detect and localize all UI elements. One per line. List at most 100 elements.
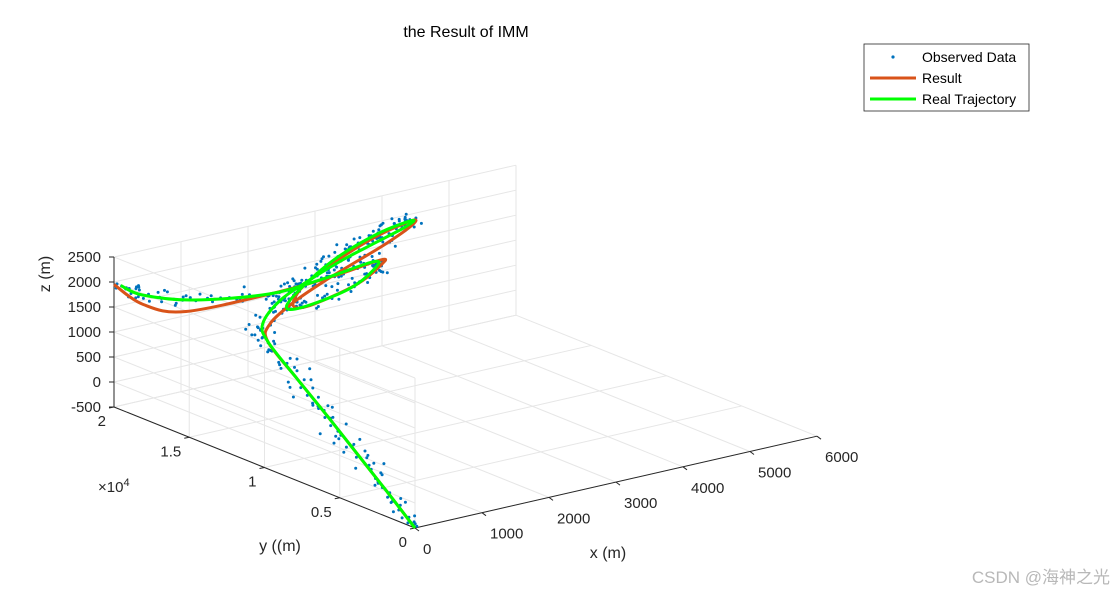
observed-point bbox=[308, 367, 312, 371]
observed-point bbox=[137, 285, 141, 289]
observed-point bbox=[309, 378, 313, 382]
observed-point bbox=[319, 259, 323, 263]
x-tick-label: 6000 bbox=[825, 449, 858, 466]
observed-point bbox=[350, 276, 354, 280]
x-tick-mark bbox=[414, 527, 420, 532]
observed-point bbox=[295, 369, 299, 373]
observed-point bbox=[373, 483, 377, 487]
x-tick-mark bbox=[682, 466, 688, 471]
observed-point bbox=[335, 243, 339, 247]
x-tick-mark bbox=[481, 512, 487, 517]
observed-point bbox=[332, 441, 336, 445]
observed-point bbox=[419, 221, 423, 225]
x-tick-mark bbox=[548, 496, 554, 501]
observed-point bbox=[137, 288, 141, 292]
x-tick-label: 2000 bbox=[557, 510, 590, 527]
x-tick-label: 5000 bbox=[758, 465, 791, 482]
observed-point bbox=[181, 295, 185, 299]
observed-point bbox=[334, 434, 338, 438]
z-axis-label: z (m) bbox=[37, 256, 54, 292]
observed-point bbox=[330, 405, 334, 409]
observed-point bbox=[399, 497, 403, 500]
observed-point bbox=[273, 331, 277, 334]
observed-point bbox=[370, 255, 374, 258]
y-tick-label: 1 bbox=[248, 474, 256, 491]
observed-point bbox=[413, 522, 417, 526]
observed-point bbox=[397, 219, 401, 223]
observed-point bbox=[270, 301, 274, 305]
observed-point bbox=[392, 222, 396, 225]
observed-point bbox=[293, 365, 296, 369]
observed-point bbox=[363, 272, 367, 276]
observed-point bbox=[337, 275, 341, 279]
plot-data bbox=[113, 212, 423, 529]
observed-point bbox=[288, 285, 292, 288]
axes bbox=[108, 256, 822, 532]
observed-point bbox=[324, 284, 328, 288]
z-tick-label: -500 bbox=[71, 399, 101, 416]
observed-point bbox=[288, 385, 292, 389]
observed-point bbox=[302, 378, 306, 382]
observed-point bbox=[330, 285, 334, 289]
observed-point bbox=[393, 244, 397, 248]
observed-point bbox=[363, 449, 367, 453]
observed-point bbox=[345, 243, 349, 247]
observed-point bbox=[291, 395, 295, 399]
observed-point bbox=[299, 386, 303, 390]
observed-point bbox=[286, 380, 290, 384]
observed-point bbox=[412, 225, 416, 229]
observed-point bbox=[260, 336, 264, 340]
observed-point bbox=[163, 288, 166, 292]
observed-point bbox=[244, 327, 248, 331]
observed-point bbox=[332, 268, 336, 272]
z-tick-label: 2000 bbox=[68, 274, 101, 291]
observed-point bbox=[329, 424, 333, 428]
legend-label-result: Result bbox=[922, 70, 962, 86]
observed-point bbox=[242, 285, 246, 289]
x-tick-label: 1000 bbox=[490, 526, 523, 543]
grid-lines bbox=[113, 164, 818, 529]
observed-point bbox=[318, 432, 322, 436]
real-trajectory-line bbox=[120, 218, 417, 529]
observed-point bbox=[372, 461, 376, 465]
grid-line bbox=[264, 375, 667, 468]
y-tick-label: 0.5 bbox=[311, 504, 332, 521]
observed-point bbox=[253, 333, 257, 337]
observed-point bbox=[184, 294, 188, 298]
x-tick-label: 4000 bbox=[691, 480, 724, 497]
observed-point bbox=[300, 278, 304, 282]
x-axis-label: x (m) bbox=[590, 545, 626, 562]
watermark: CSDN @海神之光 bbox=[972, 568, 1110, 587]
observed-point bbox=[275, 294, 278, 298]
observed-point bbox=[278, 363, 282, 367]
observed-point bbox=[343, 247, 347, 251]
observed-point bbox=[347, 283, 350, 287]
observed-point bbox=[379, 471, 383, 475]
observed-point bbox=[377, 251, 381, 255]
observed-point bbox=[316, 293, 319, 297]
observed-point bbox=[372, 263, 376, 267]
observed-point bbox=[277, 295, 281, 299]
observed-point bbox=[240, 292, 244, 296]
observed-point bbox=[366, 453, 370, 457]
z-tick-label: 0 bbox=[93, 374, 101, 391]
observed-point bbox=[325, 292, 329, 296]
observed-point bbox=[403, 215, 407, 219]
observed-point bbox=[371, 229, 375, 233]
observed-point bbox=[316, 395, 320, 399]
observed-point bbox=[365, 456, 369, 460]
observed-point bbox=[315, 306, 319, 310]
x-tick-label: 0 bbox=[423, 541, 431, 558]
z-tick-label: 1500 bbox=[68, 299, 101, 316]
observed-point bbox=[173, 303, 177, 307]
observed-point bbox=[404, 212, 408, 216]
observed-point bbox=[209, 294, 213, 298]
observed-point bbox=[273, 342, 277, 346]
observed-point bbox=[300, 301, 304, 305]
observed-point bbox=[381, 240, 385, 244]
observed-point bbox=[254, 313, 258, 317]
observed-point bbox=[377, 228, 381, 232]
legend-label-real: Real Trajectory bbox=[922, 91, 1016, 107]
observed-point bbox=[354, 455, 358, 459]
observed-point bbox=[311, 403, 315, 407]
